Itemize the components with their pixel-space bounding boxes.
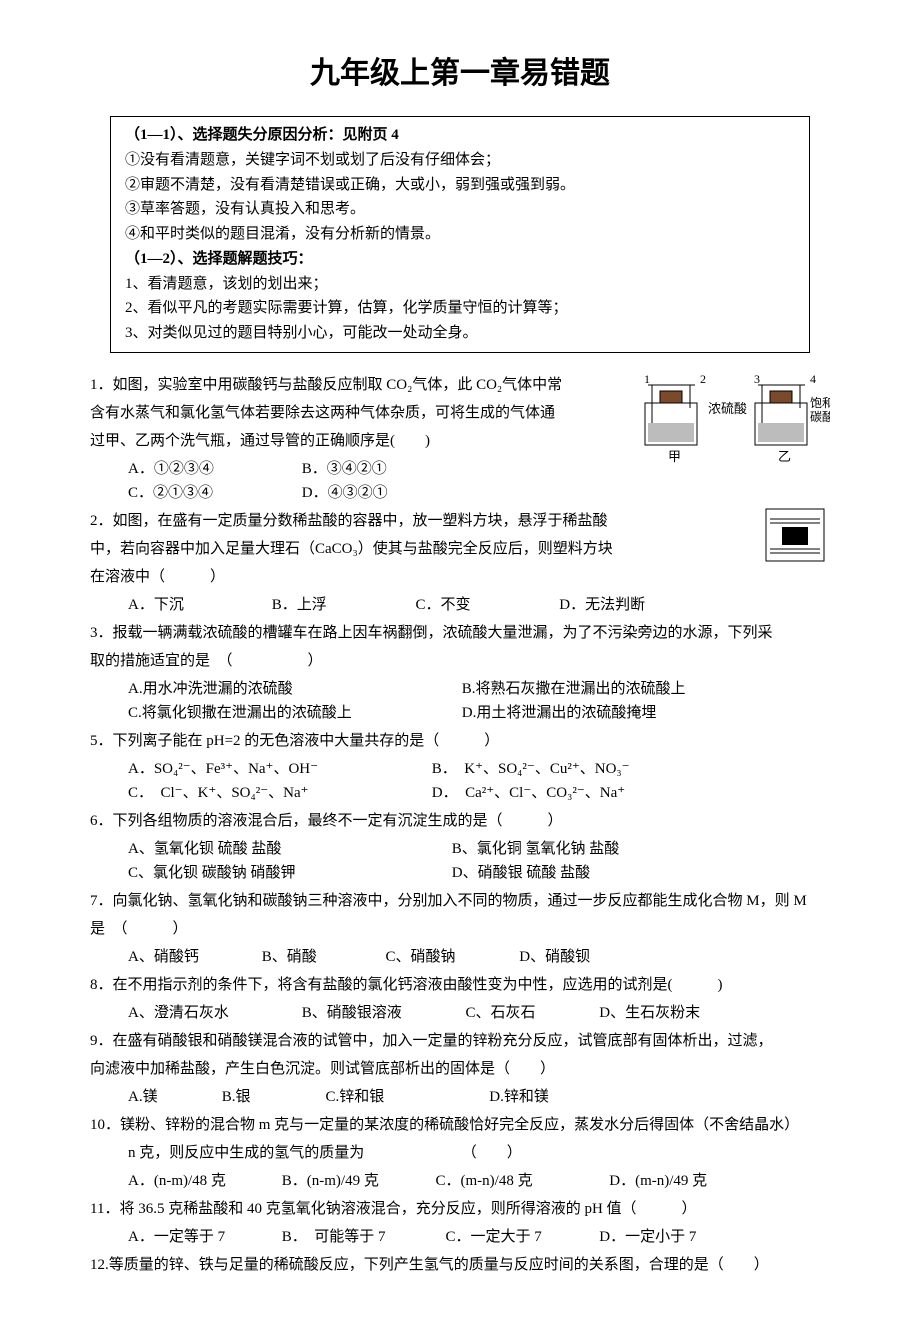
- opt-a: A．①②③④: [128, 457, 298, 481]
- opt-a: A．下沉: [128, 593, 268, 617]
- opt-d: D．④③②①: [302, 481, 388, 505]
- q2-line: 中，若向容器中加入足量大理石（CaCO₃）使其与盐酸完全反应后，则塑料方块: [90, 537, 830, 561]
- opt-a: A、氢氧化钡 硫酸 盐酸: [128, 837, 448, 861]
- opt-b: B．(n-m)/49 克: [282, 1169, 432, 1193]
- q9-line: 向滤液中加稀盐酸，产生白色沉淀。则试管底部析出的固体是（ ）: [90, 1057, 830, 1081]
- q10-line: 10．镁粉、锌粉的混合物 m 克与一定量的某浓度的稀硫酸恰好完全反应，蒸发水分后…: [90, 1113, 830, 1137]
- q10-opts: A．(n-m)/48 克 B．(n-m)/49 克 C．(m-n)/48 克 D…: [90, 1169, 830, 1193]
- cap-1: 甲: [668, 449, 681, 464]
- figure-bottles: 1 2 甲 浓硫酸 3 4 乙 饱和 碳酸氢钠: [640, 373, 830, 468]
- q7-line: 是 （ ）: [90, 917, 830, 941]
- q5-opts: A．SO₄²⁻、Fe³⁺、Na⁺、OH⁻ B． K⁺、SO₄²⁻、Cu²⁺、NO…: [90, 757, 830, 781]
- q6-line: 6．下列各组物质的溶液混合后，最终不一定有沉淀生成的是（ ）: [90, 809, 830, 833]
- lab-2a: 饱和: [810, 395, 830, 410]
- box-line: ④和平时类似的题目混淆，没有分析新的情景。: [125, 222, 795, 247]
- q7-line: 7．向氯化钠、氢氧化钠和碳酸钠三种溶液中，分别加入不同的物质，通过一步反应都能生…: [90, 889, 830, 913]
- opt-a: A．一定等于 7: [128, 1225, 278, 1249]
- opt-d: D.用土将泄漏出的浓硫酸掩埋: [462, 701, 657, 725]
- q3-opts2: C.将氯化钡撒在泄漏出的浓硫酸上 D.用土将泄漏出的浓硫酸掩埋: [90, 701, 830, 725]
- q7-opts: A、硝酸钙 B、硝酸 C、硝酸钠 D、硝酸钡: [90, 945, 830, 969]
- label-1: 1: [644, 373, 650, 386]
- opt-c: C．②①③④: [128, 481, 298, 505]
- opt-c: C.锌和银: [326, 1085, 486, 1109]
- opt-a: A．(n-m)/48 克: [128, 1169, 278, 1193]
- q11-line: 11．将 36.5 克稀盐酸和 40 克氢氧化钠溶液混合，充分反应，则所得溶液的…: [90, 1197, 830, 1221]
- opt-d: D、硝酸银 硫酸 盐酸: [452, 861, 590, 885]
- label-2: 2: [700, 373, 706, 386]
- q9-opts: A.镁 B.银 C.锌和银 D.锌和镁: [90, 1085, 830, 1109]
- q10-line: n 克，则反应中生成的氢气的质量为 （ ）: [90, 1141, 830, 1165]
- opt-c: C．一定大于 7: [446, 1225, 596, 1249]
- opt-d: D、生石灰粉末: [599, 1001, 700, 1025]
- opt-d: D．无法判断: [559, 593, 645, 617]
- opt-a: A.镁: [128, 1085, 218, 1109]
- q9-line: 9．在盛有硝酸银和硝酸镁混合液的试管中，加入一定量的锌粉充分反应，试管底部有固体…: [90, 1029, 830, 1053]
- q11-opts: A．一定等于 7 B． 可能等于 7 C．一定大于 7 D．一定小于 7: [90, 1225, 830, 1249]
- box-heading-2: （1—2）、选择题解题技巧：: [125, 247, 795, 272]
- box-line: 1、看清题意，该划的划出来；: [125, 272, 795, 297]
- label-3: 3: [754, 373, 760, 386]
- q3-line: 取的措施适宜的是 （ ）: [90, 649, 830, 673]
- opt-b: B、硝酸: [262, 945, 382, 969]
- opt-b: B、氯化铜 氢氧化钠 盐酸: [452, 837, 620, 861]
- box-line: 2、看似平凡的考题实际需要计算，估算，化学质量守恒的计算等；: [125, 296, 795, 321]
- q2-line: 在溶液中（ ）: [90, 565, 830, 589]
- q3-opts: A.用水冲洗泄漏的浓硫酸 B.将熟石灰撒在泄漏出的浓硫酸上: [90, 677, 830, 701]
- opt-a: A、硝酸钙: [128, 945, 258, 969]
- q8-opts: A、澄清石灰水 B、硝酸银溶液 C、石灰石 D、生石灰粉末: [90, 1001, 830, 1025]
- q2-line: 2．如图，在盛有一定质量分数稀盐酸的容器中，放一塑料方块，悬浮于稀盐酸: [90, 509, 830, 533]
- lab-2b: 碳酸氢钠: [810, 409, 830, 424]
- box-line: 3、对类似见过的题目特别小心，可能改一处动全身。: [125, 321, 795, 346]
- opt-b: B．上浮: [272, 593, 412, 617]
- opt-b: B． K⁺、SO₄²⁻、Cu²⁺、NO₃⁻: [432, 757, 630, 781]
- tips-box: （1—1）、选择题失分原因分析：见附页 4 ①没有看清题意，关键字词不划或划了后…: [110, 116, 810, 353]
- box-heading-1: （1—1）、选择题失分原因分析：见附页 4: [125, 123, 795, 148]
- box-line: ①没有看清题意，关键字词不划或划了后没有仔细体会；: [125, 148, 795, 173]
- opt-a: A、澄清石灰水: [128, 1001, 298, 1025]
- opt-a: A.用水冲洗泄漏的浓硫酸: [128, 677, 458, 701]
- label-4: 4: [810, 373, 816, 386]
- opt-a: A．SO₄²⁻、Fe³⁺、Na⁺、OH⁻: [128, 757, 428, 781]
- opt-c: C． Cl⁻、K⁺、SO₄²⁻、Na⁺: [128, 781, 428, 805]
- page-title: 九年级上第一章易错题: [90, 50, 830, 98]
- opt-c: C.将氯化钡撒在泄漏出的浓硫酸上: [128, 701, 458, 725]
- q8-line: 8．在不用指示剂的条件下，将含有盐酸的氯化钙溶液由酸性变为中性，应选用的试剂是(…: [90, 973, 830, 997]
- opt-c: C、氯化钡 碳酸钠 硝酸钾: [128, 861, 448, 885]
- box-line: ②审题不清楚，没有看清楚错误或正确，大或小，弱到强或强到弱。: [125, 173, 795, 198]
- q5-opts2: C． Cl⁻、K⁺、SO₄²⁻、Na⁺ D． Ca²⁺、Cl⁻、CO₃²⁻、Na…: [90, 781, 830, 805]
- opt-b: B．③④②①: [302, 457, 387, 481]
- q5-line: 5．下列离子能在 pH=2 的无色溶液中大量共存的是（ ）: [90, 729, 830, 753]
- opt-c: C、石灰石: [466, 1001, 596, 1025]
- opt-d: D． Ca²⁺、Cl⁻、CO₃²⁻、Na⁺: [432, 781, 625, 805]
- opt-b: B． 可能等于 7: [282, 1225, 442, 1249]
- opt-c: C．(m-n)/48 克: [436, 1169, 606, 1193]
- q6-opts: A、氢氧化钡 硫酸 盐酸 B、氯化铜 氢氧化钠 盐酸: [90, 837, 830, 861]
- q6-opts2: C、氯化钡 碳酸钠 硝酸钾 D、硝酸银 硫酸 盐酸: [90, 861, 830, 885]
- q2-opts: A．下沉 B．上浮 C．不变 D．无法判断: [90, 593, 830, 617]
- opt-b: B.银: [222, 1085, 322, 1109]
- opt-c: C、硝酸钠: [386, 945, 516, 969]
- q12-line: 12.等质量的锌、铁与足量的稀硫酸反应，下列产生氢气的质量与反应时间的关系图，合…: [90, 1253, 830, 1277]
- q3-line: 3．报载一辆满载浓硫酸的槽罐车在路上因车祸翻倒，浓硫酸大量泄漏，为了不污染旁边的…: [90, 621, 830, 645]
- cap-2: 乙: [778, 449, 791, 464]
- opt-b: B、硝酸银溶液: [302, 1001, 462, 1025]
- opt-d: D．(m-n)/49 克: [609, 1169, 707, 1193]
- opt-d: D.锌和镁: [489, 1085, 549, 1109]
- figure-beaker: [760, 505, 830, 573]
- opt-d: D．一定小于 7: [599, 1225, 696, 1249]
- opt-b: B.将熟石灰撒在泄漏出的浓硫酸上: [462, 677, 686, 701]
- lab-1: 浓硫酸: [708, 401, 747, 416]
- opt-d: D、硝酸钡: [519, 945, 590, 969]
- box-line: ③草率答题，没有认真投入和思考。: [125, 197, 795, 222]
- q1-opts2: C．②①③④ D．④③②①: [90, 481, 830, 505]
- opt-c: C．不变: [416, 593, 556, 617]
